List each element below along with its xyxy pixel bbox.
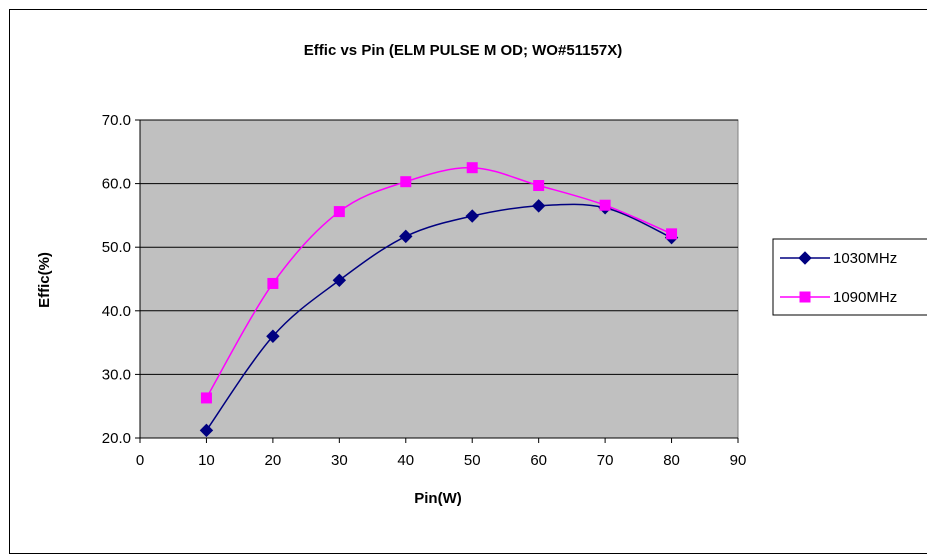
- x-tick-label: 40: [397, 452, 414, 469]
- chart-frame: Effic vs Pin (ELM PULSE M OD; WO#51157X)…: [9, 9, 927, 554]
- gridlines: [140, 119, 738, 375]
- data-point: [533, 180, 545, 192]
- series: [199, 162, 679, 438]
- x-tick-label: 60: [530, 452, 547, 469]
- series-1090MHz: [200, 162, 678, 404]
- legend-label-1090: 1090MHz: [833, 289, 897, 306]
- data-point: [333, 206, 345, 218]
- data-point: [666, 228, 678, 240]
- legend-marker-1030: [798, 251, 812, 265]
- data-point: [399, 229, 413, 244]
- y-tick-label: 20.0: [102, 430, 131, 447]
- legend: 1030MHz 1090MHz: [772, 238, 927, 316]
- axes: [139, 120, 738, 439]
- data-point: [466, 162, 478, 174]
- x-tick-label: 30: [331, 452, 348, 469]
- y-tick-label: 30.0: [102, 366, 131, 383]
- chart-title: Effic vs Pin (ELM PULSE M OD; WO#51157X): [304, 42, 622, 59]
- tick-labels: 20.0 30.0 40.0 50.0 60.0 70.0 0 10 20 30 40 50 60 70 8…: [102, 112, 747, 469]
- data-point: [400, 176, 412, 188]
- data-point: [465, 209, 479, 223]
- x-tick-label: 50: [464, 452, 481, 469]
- plot-area: [139, 119, 739, 439]
- x-tick-label: 0: [136, 452, 144, 469]
- data-point: [267, 277, 279, 289]
- x-tick-label: 10: [198, 452, 215, 469]
- y-tick-label: 70.0: [102, 112, 131, 129]
- data-point: [200, 392, 212, 404]
- data-point: [599, 199, 611, 211]
- legend-box: [772, 238, 927, 316]
- data-point: [531, 199, 546, 213]
- legend-marker: [799, 291, 811, 303]
- y-axis-label: Effic(%): [36, 252, 53, 308]
- x-axis-label: Pin(W): [414, 490, 461, 507]
- chart-canvas: Effic vs Pin (ELM PULSE M OD; WO#51157X)…: [36, 42, 927, 507]
- data-point: [332, 273, 347, 287]
- x-tick-label: 20: [265, 452, 282, 469]
- data-point: [199, 423, 214, 438]
- x-tick-label: 90: [730, 452, 747, 469]
- legend-marker-1090: [799, 291, 811, 303]
- legend-marker: [798, 251, 812, 265]
- y-tick-label: 60.0: [102, 176, 131, 193]
- y-tick-label: 50.0: [102, 239, 131, 256]
- y-tick-label: 40.0: [102, 303, 131, 320]
- data-point: [266, 329, 280, 343]
- x-tick-label: 70: [597, 452, 614, 469]
- legend-label-1030: 1030MHz: [833, 250, 897, 267]
- x-tick-label: 80: [663, 452, 680, 469]
